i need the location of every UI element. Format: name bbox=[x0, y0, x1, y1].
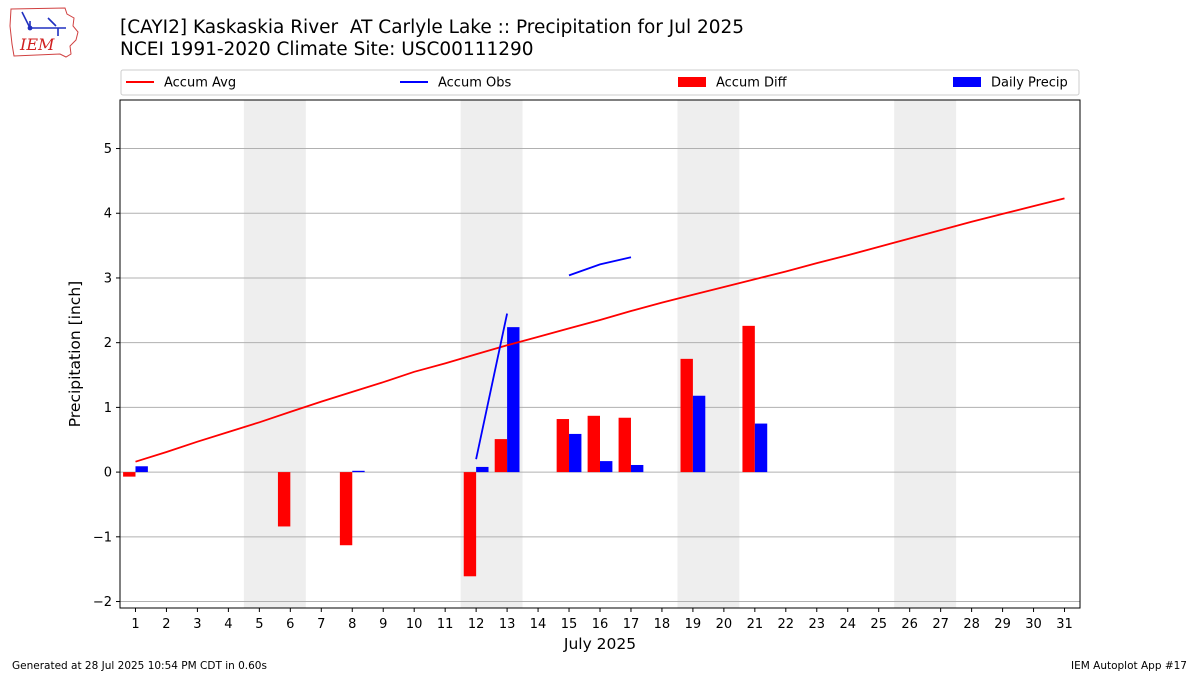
x-tick-label: 9 bbox=[379, 617, 387, 632]
weekend-shade-0 bbox=[243, 100, 306, 608]
iem-logo-text: IEM bbox=[19, 35, 55, 54]
legend-label: Accum Obs bbox=[438, 76, 511, 91]
y-tick-label: 5 bbox=[104, 142, 112, 157]
accum-diff-bar bbox=[339, 472, 353, 546]
x-tick-label: 10 bbox=[406, 617, 423, 632]
x-tick-label: 15 bbox=[561, 617, 578, 632]
accum-diff-bar bbox=[680, 358, 693, 473]
legend-label: Accum Avg bbox=[164, 76, 236, 91]
accum-diff-bar bbox=[618, 417, 631, 473]
x-tick-label: 23 bbox=[809, 617, 826, 632]
weekend-shade-3 bbox=[894, 100, 957, 608]
daily-precip-bar bbox=[507, 327, 520, 473]
x-tick-label: 22 bbox=[778, 617, 795, 632]
daily-precip-bar bbox=[352, 470, 365, 473]
legend-label: Daily Precip bbox=[991, 76, 1068, 91]
x-tick-label: 21 bbox=[747, 617, 764, 632]
weekend-shade-2 bbox=[677, 100, 740, 608]
accum-diff-bar bbox=[123, 472, 136, 477]
x-tick-label: 18 bbox=[654, 617, 671, 632]
daily-precip-bar bbox=[476, 466, 489, 473]
legend-swatch-bar bbox=[678, 77, 706, 87]
iem-logo: IEM bbox=[9, 7, 79, 58]
x-tick-label: 24 bbox=[839, 617, 856, 632]
autoplot-app-label: IEM Autoplot App #17 bbox=[1071, 660, 1187, 672]
weather-station-icon bbox=[21, 11, 66, 36]
legend-label: Accum Diff bbox=[716, 76, 788, 91]
x-tick-label: 31 bbox=[1056, 617, 1073, 632]
y-tick-label: −1 bbox=[93, 530, 112, 545]
chart-title-line2: NCEI 1991-2020 Climate Site: USC00111290 bbox=[120, 39, 534, 60]
x-tick-label: 25 bbox=[870, 617, 887, 632]
x-tick-label: 20 bbox=[716, 617, 733, 632]
daily-precip-bar bbox=[630, 464, 644, 473]
legend-box bbox=[120, 69, 1080, 96]
x-tick-label: 7 bbox=[317, 617, 325, 632]
accum-diff-bar bbox=[494, 439, 508, 473]
daily-precip-bar bbox=[600, 461, 613, 473]
accum-diff-bar bbox=[556, 419, 570, 473]
generated-timestamp: Generated at 28 Jul 2025 10:54 PM CDT in… bbox=[12, 660, 267, 672]
x-tick-label: 29 bbox=[994, 617, 1011, 632]
y-tick-label: 3 bbox=[104, 271, 112, 286]
accum-diff-bar bbox=[587, 415, 600, 473]
x-tick-label: 1 bbox=[131, 617, 139, 632]
accum-obs-line bbox=[568, 256, 632, 277]
daily-precip-bar bbox=[135, 466, 148, 473]
x-tick-label: 4 bbox=[224, 617, 232, 632]
y-tick-label: −2 bbox=[93, 595, 112, 610]
x-tick-label: 26 bbox=[901, 617, 918, 632]
x-tick-label: 12 bbox=[468, 617, 485, 632]
chart-title: [CAYI2] Kaskaskia River AT Carlyle Lake … bbox=[120, 17, 744, 61]
x-tick-label: 8 bbox=[348, 617, 356, 632]
x-axis-label: July 2025 bbox=[563, 635, 636, 653]
accum-obs-line bbox=[475, 313, 508, 460]
legend-swatch-bar bbox=[953, 77, 981, 87]
x-tick-label: 19 bbox=[685, 617, 702, 632]
y-axis-label: Precipitation [inch] bbox=[66, 281, 84, 427]
y-tick-label: 4 bbox=[104, 207, 112, 222]
accum-diff-bar bbox=[742, 325, 755, 473]
x-tick-label: 17 bbox=[623, 617, 640, 632]
x-tick-label: 3 bbox=[193, 617, 201, 632]
x-tick-label: 27 bbox=[932, 617, 949, 632]
x-tick-label: 14 bbox=[530, 617, 547, 632]
daily-precip-bar bbox=[692, 395, 706, 473]
x-tick-label: 30 bbox=[1025, 617, 1042, 632]
daily-precip-bar bbox=[569, 433, 582, 473]
x-tick-label: 28 bbox=[963, 617, 980, 632]
y-tick-label: 2 bbox=[104, 336, 112, 351]
x-tick-label: 13 bbox=[499, 617, 516, 632]
y-tick-label: 0 bbox=[104, 466, 112, 481]
x-tick-label: 16 bbox=[592, 617, 609, 632]
x-tick-label: 5 bbox=[255, 617, 263, 632]
x-tick-label: 2 bbox=[162, 617, 170, 632]
x-tick-label: 6 bbox=[286, 617, 294, 632]
y-tick-label: 1 bbox=[104, 401, 112, 416]
accum-diff-bar bbox=[277, 472, 291, 527]
accum-avg-line bbox=[135, 197, 1065, 463]
daily-precip-bar bbox=[754, 423, 768, 473]
x-tick-label: 11 bbox=[437, 617, 454, 632]
chart-title-line1: [CAYI2] Kaskaskia River AT Carlyle Lake … bbox=[120, 17, 745, 38]
accum-diff-bar bbox=[463, 472, 477, 577]
